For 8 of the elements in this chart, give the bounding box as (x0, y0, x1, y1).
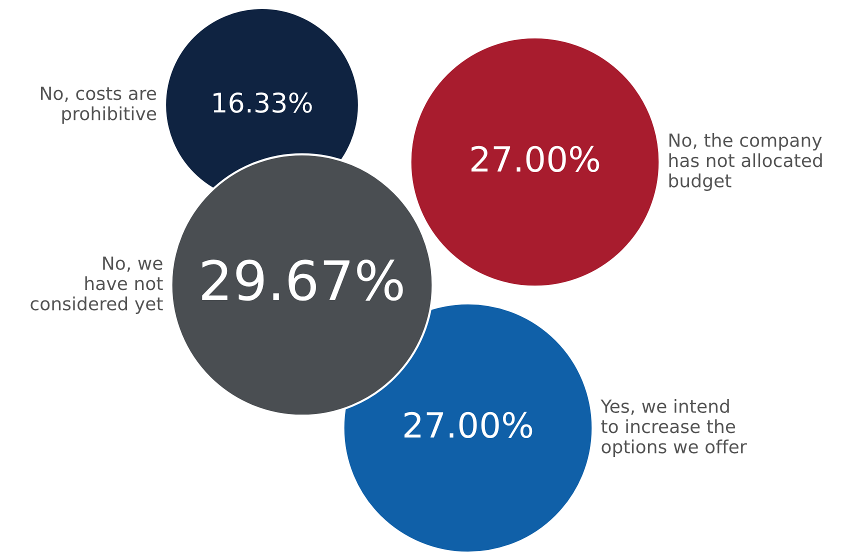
category-label: No, we have not considered yet (30, 256, 163, 314)
data-label: 29.67% (202, 260, 403, 301)
data-label: 27.00% (471, 146, 600, 172)
category-label: Yes, we intend to increase the options we offer (600, 399, 747, 457)
category-label: No, costs are prohibitive (40, 86, 156, 124)
data-label: 27.00% (404, 412, 532, 438)
category-label: No, the company has not allocated budget (669, 133, 822, 191)
data-label: 16.33% (214, 92, 312, 113)
